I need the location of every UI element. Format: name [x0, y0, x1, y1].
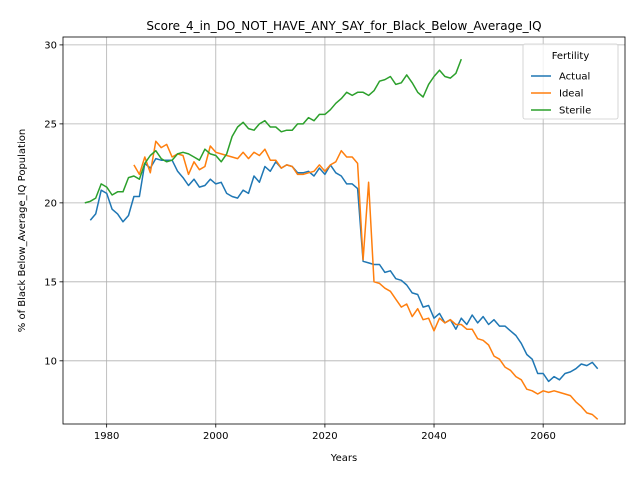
y-axis-label: % of Black Below_Average_IQ Population — [17, 129, 28, 332]
legend-box — [522, 43, 619, 120]
y-tick-label: 20 — [44, 198, 57, 209]
legend-label-actual: Actual — [559, 72, 590, 83]
axis-ticks: 1980 2000 2020 2040 2060 10 15 20 25 30 — [44, 40, 556, 442]
series-line-ideal — [133, 140, 599, 420]
x-tick-label: 1980 — [94, 431, 119, 442]
plot-frame — [62, 36, 626, 425]
legend: Fertility Actual Ideal Sterile — [522, 43, 619, 120]
series-lines — [84, 58, 599, 420]
legend-label-sterile: Sterile — [559, 106, 591, 117]
chart-title: Score_4_in_DO_NOT_HAVE_ANY_SAY_for_Black… — [146, 19, 541, 33]
legend-label-ideal: Ideal — [559, 89, 583, 100]
x-axis-label: Years — [330, 453, 357, 464]
legend-title: Fertility — [552, 51, 590, 62]
series-line-sterile — [84, 58, 463, 204]
series-line-actual — [89, 157, 599, 383]
x-tick-label: 2020 — [312, 431, 337, 442]
y-tick-label: 25 — [44, 119, 57, 130]
x-tick-label: 2040 — [421, 431, 446, 442]
y-tick-label: 10 — [44, 356, 57, 367]
x-tick-label: 2060 — [530, 431, 555, 442]
y-tick-label: 15 — [44, 277, 57, 288]
x-tick-label: 2000 — [203, 431, 228, 442]
y-tick-label: 30 — [44, 40, 57, 51]
